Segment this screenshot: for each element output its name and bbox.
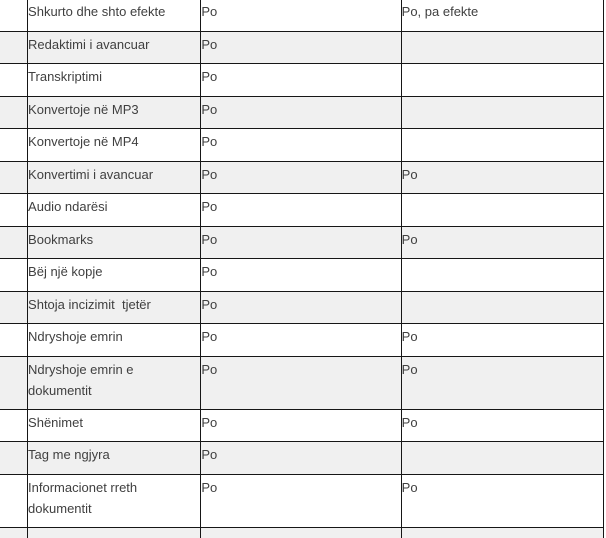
value-cell-1: Po — [200, 95, 402, 129]
row-left-stub — [0, 95, 29, 129]
value-cell-2 — [400, 95, 605, 129]
table-row: Konvertimi i avancuar Po Po — [0, 160, 605, 194]
table-row: Shënimet Po Po — [0, 408, 605, 442]
value-cell-2 — [400, 63, 605, 97]
row-left-stub — [0, 63, 29, 97]
feature-cell: Shënimet — [27, 408, 202, 442]
feature-cell: Informacionet rreth dokumentit — [27, 473, 202, 528]
table-row: Bookmarks Po Po — [0, 225, 605, 259]
value-cell-1 — [200, 526, 402, 538]
feature-cell: Konvertimi i avancuar — [27, 160, 202, 194]
value-cell-1: Po — [200, 193, 402, 227]
value-cell-1: Po — [200, 63, 402, 97]
value-cell-2: Po — [400, 408, 605, 442]
value-cell-2 — [400, 193, 605, 227]
value-cell-1: Po — [200, 408, 402, 442]
value-cell-2 — [400, 290, 605, 324]
feature-cell: Ndryshoje emrin e dokumentit — [27, 355, 202, 410]
row-left-stub — [0, 193, 29, 227]
table-row: Audio ndarësi Po — [0, 193, 605, 227]
feature-cell: Audio ndarësi — [27, 193, 202, 227]
value-cell-2: Po — [400, 355, 605, 410]
feature-cell: Shkurto dhe shto efekte — [27, 0, 202, 32]
value-cell-2: Po — [400, 323, 605, 357]
row-left-stub — [0, 258, 29, 292]
value-cell-1: Po — [200, 355, 402, 410]
row-left-stub — [0, 441, 29, 475]
row-left-stub — [0, 160, 29, 194]
table-row: Tag me ngjyra Po — [0, 441, 605, 475]
value-cell-2: Po, pa efekte — [400, 0, 605, 32]
feature-cell — [27, 526, 202, 538]
feature-cell: Shtoja incizimit tjetër — [27, 290, 202, 324]
table-row: Ndryshoje emrin e dokumentit Po Po — [0, 355, 605, 410]
table-row: Konvertoje në MP3 Po — [0, 95, 605, 129]
row-left-stub — [0, 290, 29, 324]
feature-cell: Ndryshoje emrin — [27, 323, 202, 357]
table-row: Transkriptimi Po — [0, 63, 605, 97]
value-cell-1: Po — [200, 323, 402, 357]
feature-cell: Bookmarks — [27, 225, 202, 259]
table-row: Shkurto dhe shto efekte Po Po, pa efekte — [0, 0, 605, 32]
table-row: Ndryshoje emrin Po Po — [0, 323, 605, 357]
row-left-stub — [0, 30, 29, 64]
table-row: Shtoja incizimit tjetër Po — [0, 290, 605, 324]
feature-cell: Konvertoje në MP3 — [27, 95, 202, 129]
feature-cell: Redaktimi i avancuar — [27, 30, 202, 64]
value-cell-1: Po — [200, 290, 402, 324]
value-cell-1: Po — [200, 0, 402, 32]
table-row: Informacionet rreth dokumentit Po Po — [0, 473, 605, 528]
value-cell-1: Po — [200, 128, 402, 162]
table-row: Konvertoje në MP4 Po — [0, 128, 605, 162]
value-cell-2 — [400, 441, 605, 475]
row-left-stub — [0, 473, 29, 528]
table-row-partial — [0, 526, 605, 538]
value-cell-2 — [400, 258, 605, 292]
row-left-stub — [0, 323, 29, 357]
row-left-stub — [0, 526, 29, 538]
value-cell-1: Po — [200, 30, 402, 64]
table-row: Redaktimi i avancuar Po — [0, 30, 605, 64]
table-row: Bëj një kopje Po — [0, 258, 605, 292]
feature-cell: Bëj një kopje — [27, 258, 202, 292]
row-left-stub — [0, 225, 29, 259]
value-cell-2: Po — [400, 225, 605, 259]
value-cell-2: Po — [400, 473, 605, 528]
value-cell-1: Po — [200, 258, 402, 292]
table-body: Shkurto dhe shto efekte Po Po, pa efekte… — [0, 0, 605, 528]
value-cell-1: Po — [200, 441, 402, 475]
row-left-stub — [0, 408, 29, 442]
value-cell-1: Po — [200, 225, 402, 259]
value-cell-2: Po — [400, 160, 605, 194]
feature-cell: Transkriptimi — [27, 63, 202, 97]
value-cell-1: Po — [200, 473, 402, 528]
row-left-stub — [0, 355, 29, 410]
value-cell-1: Po — [200, 160, 402, 194]
row-left-stub — [0, 128, 29, 162]
row-left-stub — [0, 0, 29, 32]
value-cell-2 — [400, 526, 605, 538]
feature-cell: Tag me ngjyra — [27, 441, 202, 475]
table-body-partial — [0, 526, 605, 538]
feature-cell: Konvertoje në MP4 — [27, 128, 202, 162]
value-cell-2 — [400, 128, 605, 162]
value-cell-2 — [400, 30, 605, 64]
